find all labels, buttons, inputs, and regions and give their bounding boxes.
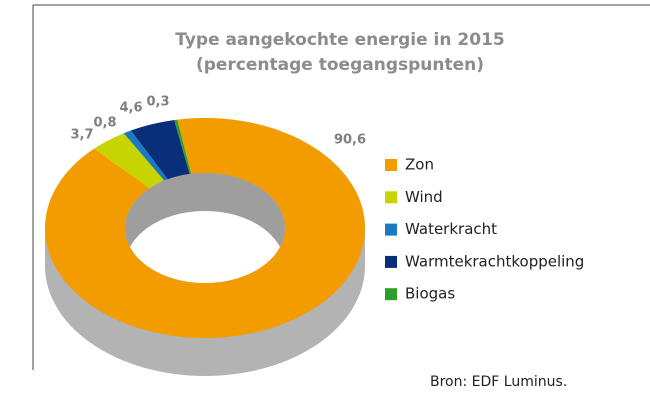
donut-slice [123,130,168,181]
legend-swatch [385,288,397,301]
chart-subtitle: (percentage toegangspunten) [196,55,484,75]
data-label: 3,7 [70,128,93,143]
legend-swatch [385,191,397,204]
legend-label: Wind [405,188,443,206]
donut-slice [174,119,192,175]
donut-hole [125,211,285,283]
legend-swatch [385,223,397,236]
data-label: 4,6 [119,101,142,116]
legend-label: Zon [405,156,434,174]
source: Bron: EDF Luminus. [430,374,567,390]
donut-slice [94,133,165,189]
data-label: 90,6 [334,133,366,148]
legend-swatch [385,255,397,268]
data-label: 0,8 [93,116,116,131]
legend-swatch [385,159,397,171]
chart-title: Type aangekochte energie in 2015 [175,30,504,50]
legend-label: Warmtekrachtkoppeling [405,252,584,270]
data-label: 0,3 [146,95,169,110]
donut-slice [45,118,365,338]
legend-label: Biogas [405,285,455,303]
legend-label: Waterkracht [405,220,497,238]
donut-slice [130,120,190,180]
